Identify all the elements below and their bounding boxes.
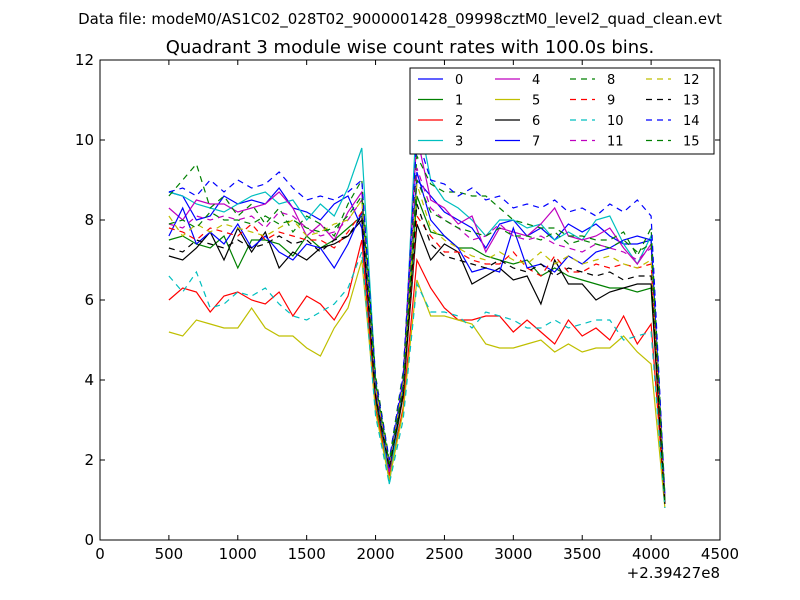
series-line-15 xyxy=(168,179,666,501)
legend-label-7: 7 xyxy=(532,135,540,150)
legend-label-10: 10 xyxy=(607,114,624,129)
x-tick-label: 4500 xyxy=(701,545,739,563)
legend-label-8: 8 xyxy=(607,73,615,88)
y-tick-label: 2 xyxy=(84,451,94,469)
legend-label-1: 1 xyxy=(455,94,463,109)
series-line-13 xyxy=(168,203,666,505)
y-tick-label: 12 xyxy=(75,51,94,69)
legend-label-2: 2 xyxy=(455,114,463,129)
legend-label-6: 6 xyxy=(532,114,540,129)
y-tick-label: 10 xyxy=(75,131,94,149)
series-line-2 xyxy=(168,239,666,505)
legend-label-9: 9 xyxy=(607,94,615,109)
legend-label-14: 14 xyxy=(683,114,700,129)
x-tick-label: 1000 xyxy=(219,545,257,563)
series-line-9 xyxy=(168,210,666,501)
legend-label-4: 4 xyxy=(532,73,540,88)
x-tick-label: 3000 xyxy=(494,545,532,563)
series-line-5 xyxy=(168,259,666,509)
x-tick-label: 2500 xyxy=(425,545,463,563)
series-lines xyxy=(168,107,666,509)
series-line-6 xyxy=(168,218,666,505)
legend-label-15: 15 xyxy=(683,135,700,150)
series-line-3 xyxy=(168,107,666,501)
legend-label-5: 5 xyxy=(532,94,540,109)
series-line-4 xyxy=(168,135,666,501)
series-line-1 xyxy=(168,195,666,505)
x-tick-label: 1500 xyxy=(288,545,326,563)
chart-suptitle: Data file: modeM0/AS1C02_028T02_90000014… xyxy=(78,10,722,29)
legend-label-11: 11 xyxy=(607,135,624,150)
legend-label-0: 0 xyxy=(455,73,463,88)
series-line-10 xyxy=(168,251,666,509)
x-tick-label: 500 xyxy=(155,545,184,563)
series-line-12 xyxy=(168,183,666,501)
y-tick-label: 8 xyxy=(84,211,94,229)
x-tick-label: 4000 xyxy=(632,545,670,563)
y-tick-label: 4 xyxy=(84,371,94,389)
legend-label-13: 13 xyxy=(683,94,700,109)
legend-label-12: 12 xyxy=(683,73,700,88)
x-offset-label: +2.39427e8 xyxy=(627,564,720,582)
legend-label-3: 3 xyxy=(455,135,463,150)
x-tick-label: 3500 xyxy=(563,545,601,563)
x-tick-label: 0 xyxy=(95,545,105,563)
x-tick-label: 2000 xyxy=(356,545,394,563)
series-line-14 xyxy=(168,135,666,497)
y-tick-label: 0 xyxy=(84,531,94,549)
axis-ticks: 0 500 1000 1500 2000 2500 3000 3500 4000 4500 0 2 4 6… xyxy=(75,51,739,563)
series-line-8 xyxy=(168,153,666,497)
y-tick-label: 6 xyxy=(84,291,94,309)
chart-title: Quadrant 3 module wise count rates with … xyxy=(166,37,655,58)
series-line-11 xyxy=(168,167,666,501)
legend-box xyxy=(409,67,715,155)
